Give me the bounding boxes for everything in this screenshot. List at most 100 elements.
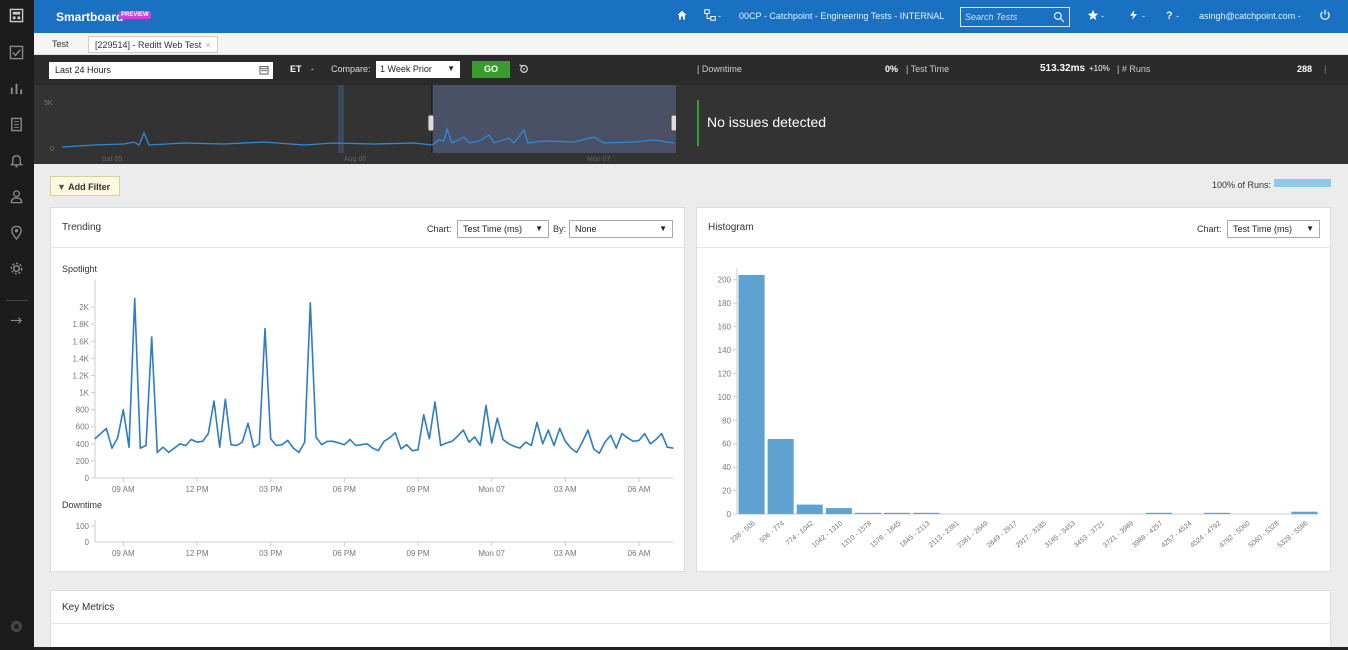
spotlight-data-point — [253, 446, 255, 448]
histogram-y-tick-label: 20 — [722, 487, 731, 496]
spotlight-data-point — [377, 450, 379, 452]
check-square-icon[interactable] — [8, 44, 25, 61]
hierarchy-icon[interactable] — [704, 9, 716, 23]
spotlight-data-point — [417, 449, 419, 451]
trending-chart-label: Chart: — [427, 224, 452, 234]
tab-reditt-web-test[interactable]: [229514] - Reditt Web Test × — [88, 36, 218, 53]
gear-icon[interactable] — [8, 260, 25, 277]
date-range-value: Last 24 Hours — [55, 65, 112, 75]
tab-close-button[interactable]: × — [205, 40, 211, 50]
add-filter-button[interactable]: ▼ Add Filter — [50, 176, 120, 196]
timezone-selector[interactable]: ET — [290, 64, 302, 74]
spotlight-data-point — [451, 440, 453, 442]
bell-icon[interactable] — [8, 152, 25, 169]
histogram-x-tick-label: 3453 - 3721 — [1073, 520, 1106, 549]
document-icon[interactable] — [8, 116, 25, 133]
spotlight-data-point — [406, 444, 408, 446]
spotlight-data-point — [139, 447, 141, 449]
reset-history-icon[interactable] — [518, 63, 530, 75]
favorites-dropdown-caret[interactable]: - — [1101, 11, 1104, 21]
home-icon[interactable] — [676, 9, 688, 23]
hierarchy-dropdown-caret[interactable]: - — [718, 11, 721, 21]
spotlight-data-point — [360, 444, 362, 446]
key-metrics-title: Key Metrics — [62, 602, 115, 613]
spotlight-data-point — [179, 443, 181, 445]
spotlight-y-tick-label: 1.6K — [73, 337, 90, 346]
bar-chart-icon[interactable] — [8, 80, 25, 97]
spotlight-data-point — [627, 437, 629, 439]
spotlight-data-point — [587, 429, 589, 431]
spotlight-data-point — [519, 447, 521, 449]
histogram-bar — [884, 512, 911, 514]
spotlight-data-point — [644, 433, 646, 435]
chevron-down-icon: ▼ — [1306, 224, 1314, 233]
issues-status-message: No issues detected — [697, 100, 826, 146]
spotlight-data-point — [434, 401, 436, 403]
brand-title[interactable]: Smartboard — [56, 10, 124, 24]
spotlight-data-point — [411, 450, 413, 452]
alerts-dropdown-caret[interactable]: - — [1142, 11, 1145, 21]
histogram-header: Histogram Chart: Test Time (ms) ▼ — [697, 208, 1330, 248]
spotlight-data-point — [672, 447, 674, 449]
location-pin-icon[interactable] — [8, 224, 25, 241]
spotlight-y-tick-label: 1.8K — [73, 320, 90, 329]
spotlight-data-point — [462, 429, 464, 431]
trending-by-select[interactable]: None ▼ — [569, 220, 673, 238]
date-range-picker[interactable]: Last 24 Hours — [49, 62, 273, 79]
spotlight-data-point — [604, 441, 606, 443]
trending-header: Trending Chart: Test Time (ms) ▼ By: Non… — [51, 208, 684, 248]
help-dropdown-caret[interactable]: - — [1176, 11, 1179, 21]
histogram-x-tick-label: 774 - 1042 — [785, 520, 815, 547]
spotlight-data-point — [185, 444, 187, 447]
spotlight-data-point — [570, 447, 572, 449]
spotlight-data-point — [168, 451, 170, 453]
dashboard-icon[interactable] — [8, 7, 25, 24]
search-icon[interactable] — [1053, 11, 1065, 23]
compare-select[interactable]: 1 Week Prior ▼ — [376, 61, 460, 78]
user-icon[interactable] — [8, 188, 25, 205]
spotlight-data-point — [655, 438, 657, 441]
spotlight-data-point — [366, 443, 368, 445]
histogram-bar — [825, 508, 852, 514]
downtime-x-tick-label: 09 AM — [112, 549, 135, 558]
spotlight-data-point — [241, 441, 243, 443]
star-icon[interactable] — [1087, 9, 1099, 23]
histogram-x-tick-label: 3185 - 3453 — [1044, 520, 1077, 549]
tab-test[interactable]: Test — [52, 39, 69, 49]
spotlight-data-point — [581, 441, 583, 443]
spotlight-y-tick-label: 800 — [76, 406, 90, 415]
bolt-icon[interactable] — [1128, 9, 1139, 23]
spotlight-line-chart[interactable]: 0 200 400 600 800 1K 1.2K 1.4K 1.6K 1.8K 2K 09 AM 12… — [51, 208, 684, 571]
downtime-label: | Downtime — [697, 64, 742, 74]
spotlight-y-tick-label: 1.4K — [73, 354, 90, 363]
user-menu[interactable]: asingh@catchpoint.com - — [1199, 11, 1301, 21]
spotlight-label: Spotlight — [62, 264, 98, 274]
spotlight-data-point — [94, 438, 96, 440]
go-button[interactable]: GO — [472, 61, 510, 78]
search-input[interactable]: Search Tests — [960, 7, 1070, 27]
histogram-x-tick-label: 4792 - 5060 — [1218, 520, 1251, 549]
histogram-bar-chart[interactable]: 0 20 40 60 80 100 120 140 160 180 200 238 - 506 506 … — [697, 208, 1330, 571]
spotlight-data-point — [445, 442, 447, 444]
spotlight-data-point — [536, 421, 538, 424]
context-breadcrumb[interactable]: 00CP - Catchpoint - Engineering Tests - … — [739, 11, 945, 21]
overview-chart[interactable]: 5K 0 Sat 05 Aug 06 Mon 07 — [34, 85, 676, 164]
arrow-right-icon[interactable] — [8, 312, 25, 329]
trending-chart-select[interactable]: Test Time (ms) ▼ — [457, 220, 549, 238]
spotlight-data-point — [372, 447, 374, 449]
power-icon[interactable] — [1319, 9, 1331, 23]
histogram-chart-select[interactable]: Test Time (ms) ▼ — [1227, 220, 1320, 238]
spotlight-data-point — [525, 441, 527, 443]
runs-percent-label: 100% of Runs: — [1212, 180, 1272, 190]
help-button[interactable]: ? — [1166, 10, 1173, 22]
spotlight-data-point — [661, 433, 663, 435]
spotlight-y-tick-label: 1.2K — [73, 371, 90, 380]
chevron-down-icon: ▼ — [535, 224, 543, 233]
spotlight-data-point — [610, 434, 612, 436]
spotlight-data-point — [122, 409, 124, 411]
settings-circle-icon[interactable] — [8, 618, 25, 635]
calendar-icon[interactable] — [259, 65, 269, 75]
timezone-dropdown-caret[interactable]: - — [311, 64, 314, 74]
spotlight-data-point — [236, 444, 238, 447]
histogram-title: Histogram — [708, 222, 754, 233]
